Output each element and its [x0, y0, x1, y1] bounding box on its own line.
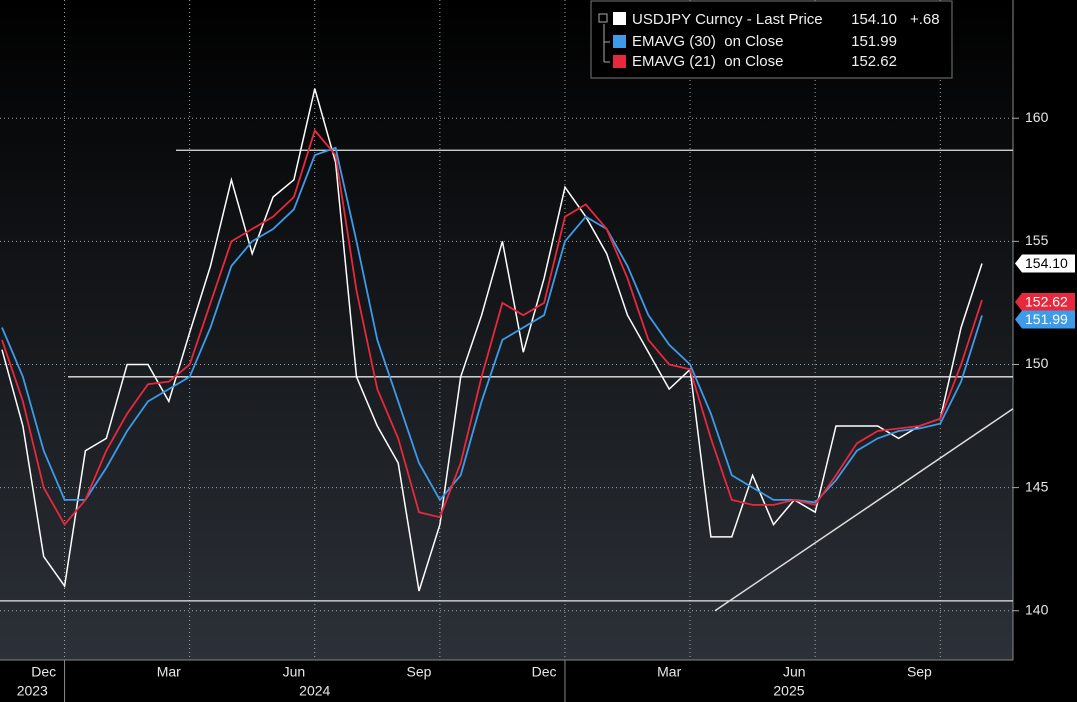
legend-box — [590, 0, 953, 79]
year-label: 2023 — [17, 683, 48, 699]
legend-value: 154.10 — [851, 11, 897, 28]
x-tick-label: Dec — [31, 664, 56, 680]
series-line — [1, 128, 983, 527]
legend-value: 152.62 — [851, 53, 897, 70]
y-tick-label: 155 — [1025, 232, 1049, 248]
x-tick-label: Jun — [783, 664, 806, 680]
y-tick-label: 160 — [1025, 109, 1049, 125]
legend-label: EMAVG (30) on Close — [632, 33, 783, 50]
price-tag — [1015, 310, 1075, 329]
y-tick-label: 150 — [1025, 355, 1049, 371]
year-label: 2024 — [299, 683, 330, 699]
price-tag-label: 151.99 — [1025, 311, 1068, 327]
year-label: 2025 — [773, 683, 804, 699]
x-tick-label: Mar — [657, 664, 681, 680]
x-tick-label: Dec — [532, 664, 557, 680]
price-tag — [1015, 292, 1075, 311]
legend-change: +.68 — [910, 11, 940, 28]
y-tick-label: 145 — [1025, 478, 1049, 494]
legend-swatch — [613, 35, 626, 48]
trendline — [714, 408, 1014, 612]
price-tag — [1015, 254, 1075, 273]
x-tick-label: Jun — [283, 664, 306, 680]
legend-label: EMAVG (21) on Close — [632, 53, 783, 70]
legend: USDJPY Curncy - Last Price 154.10 +.68 E… — [590, 0, 953, 79]
legend-label: USDJPY Curncy - Last Price — [632, 11, 823, 28]
x-tick-label: Sep — [907, 664, 932, 680]
legend-swatch — [613, 55, 626, 68]
legend-collapse[interactable] — [598, 13, 608, 23]
x-tick-label: Mar — [157, 664, 181, 680]
plot-background — [0, 0, 1013, 660]
y-tick-label: 140 — [1025, 601, 1049, 617]
price-tag-label: 154.10 — [1025, 255, 1068, 271]
legend-tree — [603, 24, 610, 63]
legend-value: 151.99 — [851, 33, 897, 50]
x-tick-label: Sep — [407, 664, 432, 680]
price-tag-label: 152.62 — [1025, 294, 1068, 310]
legend-swatch — [613, 12, 626, 25]
